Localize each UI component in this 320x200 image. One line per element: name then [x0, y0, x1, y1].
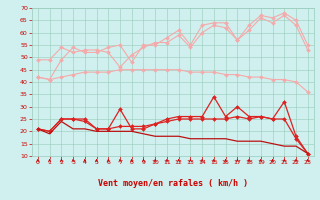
X-axis label: Vent moyen/en rafales ( km/h ): Vent moyen/en rafales ( km/h )	[98, 179, 248, 188]
